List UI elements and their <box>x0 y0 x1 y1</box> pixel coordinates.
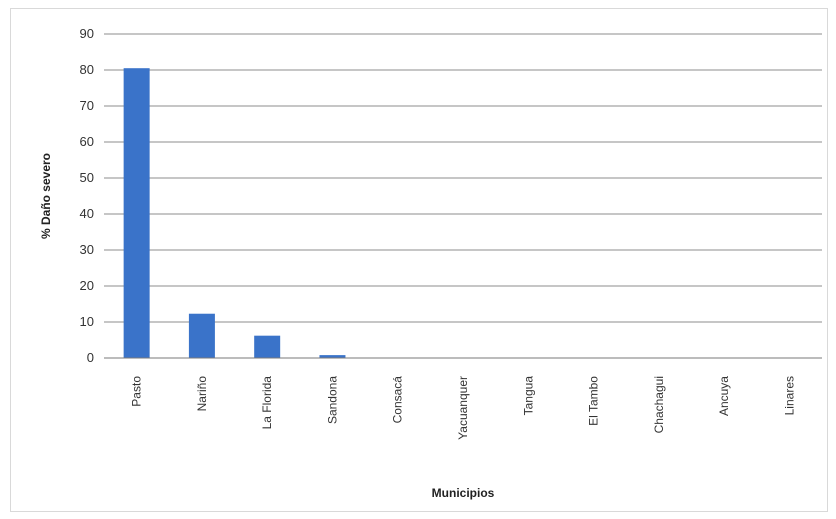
x-tick-label: Linares <box>782 376 796 415</box>
y-tick-label: 60 <box>80 134 94 149</box>
y-tick-label: 20 <box>80 278 94 293</box>
x-tick-label: Ancuya <box>717 376 731 416</box>
bar-la-florida <box>254 335 281 358</box>
bars <box>123 68 346 358</box>
y-tick-label: 40 <box>80 206 94 221</box>
x-tick-label: Yacuanquer <box>456 376 470 440</box>
y-tick-label: 10 <box>80 314 94 329</box>
y-tick-label: 80 <box>80 62 94 77</box>
x-tick-label: Nariño <box>195 376 209 412</box>
y-axis-ticks: 0 10 20 30 40 50 60 70 80 90 <box>80 26 94 365</box>
bar-nariño <box>188 313 215 358</box>
y-tick-label: 0 <box>87 350 94 365</box>
y-tick-label: 50 <box>80 170 94 185</box>
x-tick-label: Consacá <box>391 376 405 424</box>
x-tick-label: La Florida <box>260 376 274 430</box>
x-tick-label: Pasto <box>130 376 144 407</box>
x-axis-ticks: Pasto Nariño La Florida Sandona Consacá Yacua… <box>130 376 797 440</box>
bar-pasto <box>123 68 150 358</box>
x-tick-label: El Tambo <box>587 376 601 426</box>
y-tick-label: 30 <box>80 242 94 257</box>
y-tick-label: 70 <box>80 98 94 113</box>
x-tick-label: Chachagui <box>652 376 666 433</box>
bar-sandona <box>319 355 346 358</box>
gridlines <box>104 33 822 323</box>
x-axis-title: Municipios <box>432 486 495 500</box>
x-tick-label: Sandona <box>325 376 339 424</box>
y-axis-title: % Daño severo <box>39 153 53 239</box>
y-tick-label: 90 <box>80 26 94 41</box>
x-tick-label: Tangua <box>521 376 535 416</box>
